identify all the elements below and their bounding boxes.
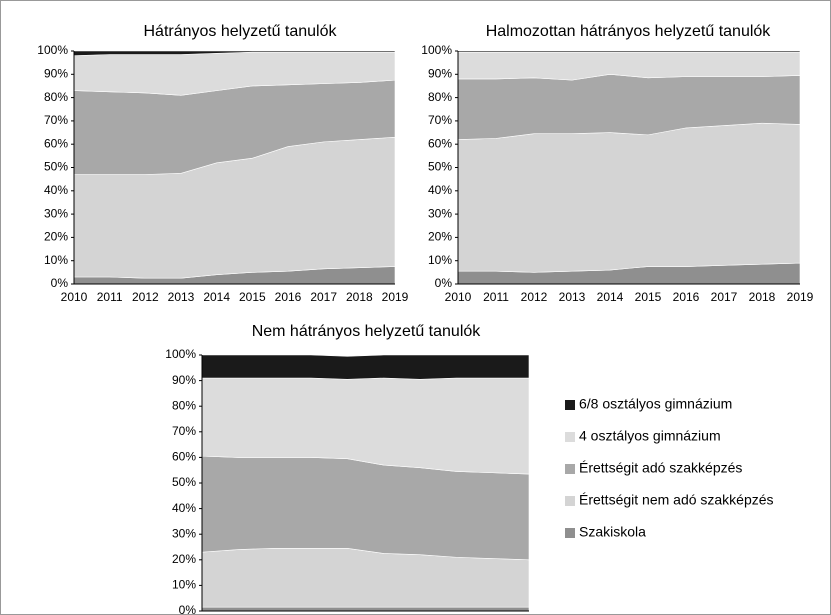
y-tick-label: 0% — [179, 603, 197, 615]
area — [73, 50, 396, 56]
y-tick-label: 30% — [428, 206, 452, 220]
y-tick-label: 20% — [172, 552, 196, 566]
x-tick-label: 2017 — [310, 290, 337, 304]
x-tick-label: 2018 — [346, 290, 373, 304]
y-tick-label: 80% — [428, 90, 452, 104]
y-tick-label: 70% — [428, 113, 452, 127]
y-tick-label: 30% — [172, 526, 196, 540]
y-tick-label: 20% — [44, 230, 68, 244]
x-tick-label: 2017 — [711, 290, 738, 304]
y-tick-label: 80% — [172, 398, 196, 412]
x-tick-label: 2011 — [483, 290, 509, 304]
area — [201, 606, 530, 612]
x-tick-label: 2015 — [635, 290, 662, 304]
y-tick-label: 40% — [172, 501, 196, 515]
y-tick-label: 90% — [172, 373, 196, 387]
y-tick-label: 100% — [421, 43, 452, 57]
area — [457, 122, 801, 273]
x-tick-label: 2012 — [132, 290, 159, 304]
x-tick-label: 2010 — [61, 290, 88, 304]
y-tick-label: 40% — [428, 183, 452, 197]
legend-label: Szakiskola — [579, 524, 646, 540]
y-tick-label: 50% — [44, 160, 68, 174]
y-tick-label: 100% — [37, 43, 68, 57]
legend-label: Érettségit nem adó szakképzés — [579, 492, 774, 508]
x-tick-label: 2016 — [275, 290, 302, 304]
y-tick-label: 70% — [172, 424, 196, 438]
x-tick-label: 2014 — [203, 290, 230, 304]
x-tick-label: 2013 — [168, 290, 195, 304]
area — [457, 51, 801, 81]
y-tick-label: 40% — [44, 183, 68, 197]
y-tick-label: 80% — [44, 90, 68, 104]
y-tick-label: 90% — [44, 66, 68, 80]
y-tick-label: 60% — [172, 450, 196, 464]
y-tick-label: 10% — [428, 253, 452, 267]
y-tick-label: 20% — [428, 230, 452, 244]
y-tick-label: 30% — [44, 206, 68, 220]
y-tick-label: 50% — [172, 475, 196, 489]
x-tick-label: 2015 — [239, 290, 266, 304]
y-tick-label: 50% — [428, 160, 452, 174]
x-tick-label: 2010 — [445, 290, 472, 304]
x-tick-label: 2012 — [521, 290, 548, 304]
y-tick-label: 90% — [428, 66, 452, 80]
x-tick-label: 2016 — [673, 290, 700, 304]
legend-label: 4 osztályos gimnázium — [579, 428, 721, 444]
chart-title: Nem hátrányos helyzetű tanulók — [252, 323, 482, 340]
legend-label: 6/8 osztályos gimnázium — [579, 396, 732, 412]
y-tick-label: 60% — [44, 136, 68, 150]
chart-title: Hátrányos helyzetű tanulók — [144, 23, 338, 40]
legend-swatch — [565, 528, 575, 538]
y-tick-label: 10% — [44, 253, 68, 267]
area — [457, 50, 801, 53]
y-tick-label: 60% — [428, 136, 452, 150]
legend-swatch — [565, 432, 575, 442]
legend-swatch — [565, 464, 575, 474]
x-tick-label: 2019 — [382, 290, 409, 304]
area — [201, 354, 530, 380]
legend-label: Érettségit adó szakképzés — [579, 460, 742, 476]
legend-swatch — [565, 496, 575, 506]
y-tick-label: 0% — [51, 276, 69, 290]
x-tick-label: 2013 — [559, 290, 586, 304]
chart-title: Halmozottan hátrányos helyzetű tanulók — [486, 23, 772, 40]
x-tick-label: 2019 — [787, 290, 814, 304]
legend-swatch — [565, 400, 575, 410]
x-tick-label: 2018 — [749, 290, 776, 304]
y-tick-label: 0% — [435, 276, 453, 290]
y-tick-label: 100% — [165, 347, 196, 361]
x-tick-label: 2011 — [97, 290, 123, 304]
y-tick-label: 70% — [44, 113, 68, 127]
x-tick-label: 2014 — [597, 290, 624, 304]
y-tick-label: 10% — [172, 578, 196, 592]
